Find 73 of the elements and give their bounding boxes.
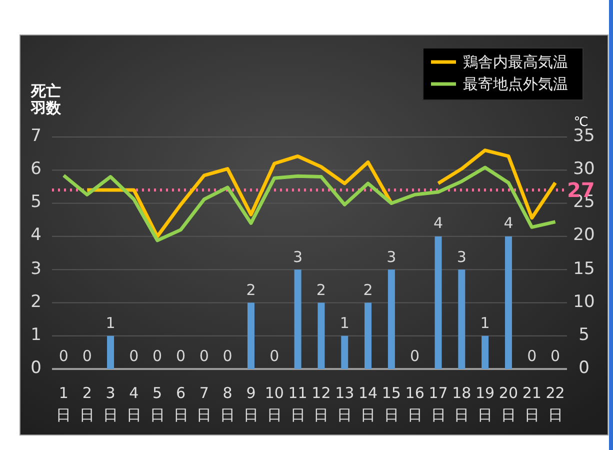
- x-tick-label: 8日: [219, 383, 236, 426]
- bar: [294, 270, 302, 369]
- line-series: [62, 166, 558, 242]
- x-tick-label: 13日: [334, 383, 356, 426]
- y-tick-label: 2: [30, 292, 42, 312]
- data-label: 0: [58, 347, 70, 366]
- y2-tick-label: 5: [578, 324, 590, 346]
- data-label: 4: [432, 214, 444, 233]
- x-tick-label: 9日: [242, 383, 260, 426]
- x-tick-label: 11日: [287, 383, 308, 426]
- legend-label: 最寄地点外気温: [463, 74, 569, 93]
- data-label: 1: [338, 314, 350, 332]
- data-label: 0: [128, 347, 140, 366]
- bar: [458, 270, 466, 369]
- data-label: 1: [104, 314, 116, 332]
- x-tick-label: 17日: [428, 383, 449, 426]
- y2-tick-label: 0: [578, 358, 590, 379]
- data-label: 0: [268, 347, 280, 366]
- x-tick-label: 4日: [125, 383, 142, 426]
- x-tick-label: 15日: [380, 383, 402, 426]
- y-tick-label: 3: [30, 258, 42, 280]
- y-axis-title: 死亡羽数: [30, 82, 62, 118]
- legend-label: 鶏舎内最高気温: [463, 52, 569, 71]
- y2-tick-label: 10: [572, 292, 596, 312]
- y2-tick-label: 15: [572, 258, 596, 280]
- x-tick-label: 18日: [451, 383, 472, 426]
- x-tick-label: 3日: [102, 383, 120, 426]
- x-tick-label: 2日: [78, 383, 96, 426]
- x-tick-label: 5日: [148, 383, 166, 426]
- x-tick-label: 20日: [498, 383, 520, 426]
- data-label: 0: [526, 347, 538, 366]
- x-tick-label: 22日: [544, 383, 566, 426]
- data-label: 0: [198, 347, 210, 366]
- y-tick-label: 4: [30, 225, 42, 246]
- data-label: 2: [362, 280, 374, 299]
- data-label: 2: [315, 280, 327, 299]
- bar: [318, 302, 325, 369]
- y-tick-label: 0: [30, 358, 42, 379]
- x-tick-label: 6日: [172, 383, 190, 426]
- bar: [364, 302, 372, 369]
- data-label: 1: [479, 314, 491, 332]
- x-tick-label: 10日: [264, 383, 285, 426]
- data-label: 3: [292, 248, 304, 266]
- x-tick-label: 14日: [357, 383, 379, 426]
- bar: [388, 270, 395, 369]
- bar: [434, 236, 442, 369]
- data-label: 4: [502, 214, 514, 233]
- data-label: 3: [386, 248, 398, 266]
- bar: [482, 336, 489, 369]
- x-tick-label: 7日: [196, 383, 213, 426]
- data-label: 2: [245, 280, 257, 299]
- x-tick-label: 21日: [521, 383, 542, 426]
- bar: [341, 336, 348, 369]
- bar: [504, 236, 512, 369]
- data-label: 0: [81, 347, 93, 366]
- y-tick-label: 6: [30, 159, 42, 180]
- x-tick-label: 1日: [55, 383, 72, 426]
- y-tick-label: 1: [30, 324, 42, 346]
- y2-tick-label: 20: [572, 225, 596, 246]
- bar: [247, 302, 254, 369]
- y2-tick-label: 30: [572, 159, 596, 180]
- data-label: 0: [174, 347, 187, 366]
- x-tick-label: 12日: [310, 383, 332, 426]
- data-label: 0: [222, 347, 234, 366]
- x-tick-label: 16日: [404, 383, 426, 426]
- data-label: 0: [152, 347, 164, 366]
- y-tick-label: 7: [30, 126, 42, 147]
- bar: [107, 336, 114, 369]
- x-tick-label: 19日: [474, 383, 496, 426]
- data-label: 3: [456, 248, 468, 266]
- y-tick-label: 5: [30, 192, 42, 213]
- data-label: 0: [409, 347, 421, 366]
- data-label: 0: [550, 347, 562, 366]
